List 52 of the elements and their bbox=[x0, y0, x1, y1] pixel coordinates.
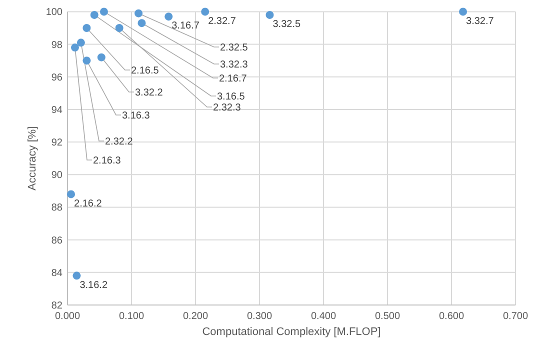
point bbox=[97, 53, 106, 62]
data-label: 3.32.7 bbox=[466, 16, 494, 27]
data-label: 2.16.5 bbox=[131, 66, 160, 76]
y-tick-label: 96 bbox=[51, 72, 63, 84]
y-tick-label: 82 bbox=[51, 300, 63, 312]
y-tick-label: 86 bbox=[51, 235, 63, 246]
x-tick-label: 0.500 bbox=[374, 311, 400, 322]
point bbox=[82, 56, 91, 65]
point bbox=[90, 10, 98, 19]
point bbox=[100, 8, 108, 16]
data-label: 3.16.2 bbox=[80, 280, 108, 291]
point bbox=[72, 272, 81, 280]
x-tick-label: 0.100 bbox=[118, 311, 144, 322]
y-tick-label: 98 bbox=[51, 40, 63, 51]
data-label: 3.16.7 bbox=[172, 20, 200, 32]
point bbox=[70, 44, 79, 52]
y-tick-label: 100 bbox=[46, 7, 63, 18]
y-axis-title: Accuracy [%] bbox=[26, 126, 38, 190]
data-label: 2.16.3 bbox=[93, 156, 122, 166]
y-tick-label: 92 bbox=[51, 138, 63, 149]
data-label: 2.32.7 bbox=[208, 16, 236, 27]
x-tick-label: 0.200 bbox=[182, 311, 208, 322]
y-tick-label: 88 bbox=[51, 202, 63, 214]
data-label: 2.32.3 bbox=[213, 102, 242, 114]
data-label: 2.16.7 bbox=[219, 74, 248, 84]
y-tick-label: 90 bbox=[51, 170, 63, 182]
point bbox=[115, 24, 124, 32]
point bbox=[76, 38, 85, 47]
point bbox=[134, 9, 143, 18]
point bbox=[266, 10, 274, 19]
data-label: 2.32.2 bbox=[105, 136, 134, 148]
data-label: 3.32.2 bbox=[135, 88, 164, 98]
data-label: 3.32.3 bbox=[220, 60, 248, 70]
data-label: 3.16.3 bbox=[122, 110, 150, 122]
x-tick-label: 0.300 bbox=[246, 311, 272, 322]
data-label: 2.32.5 bbox=[220, 42, 248, 54]
x-tick-label: 0.000 bbox=[54, 311, 80, 322]
x-tick-label: 0.400 bbox=[310, 311, 336, 322]
point bbox=[459, 8, 468, 16]
y-tick-label: 84 bbox=[51, 268, 63, 279]
point bbox=[82, 24, 91, 32]
x-tick-label: 0.700 bbox=[502, 311, 528, 322]
point bbox=[164, 12, 173, 21]
y-tick-label: 94 bbox=[51, 104, 63, 116]
data-label: 3.16.5 bbox=[217, 92, 246, 102]
data-label: 3.32.5 bbox=[272, 19, 301, 30]
x-tick-label: 0.600 bbox=[438, 311, 464, 322]
data-label: 2.16.2 bbox=[74, 198, 102, 210]
point bbox=[138, 19, 146, 28]
point bbox=[201, 8, 210, 16]
x-axis-title: Computational Complexity [M.FLOP] bbox=[202, 326, 381, 338]
point bbox=[67, 190, 76, 198]
